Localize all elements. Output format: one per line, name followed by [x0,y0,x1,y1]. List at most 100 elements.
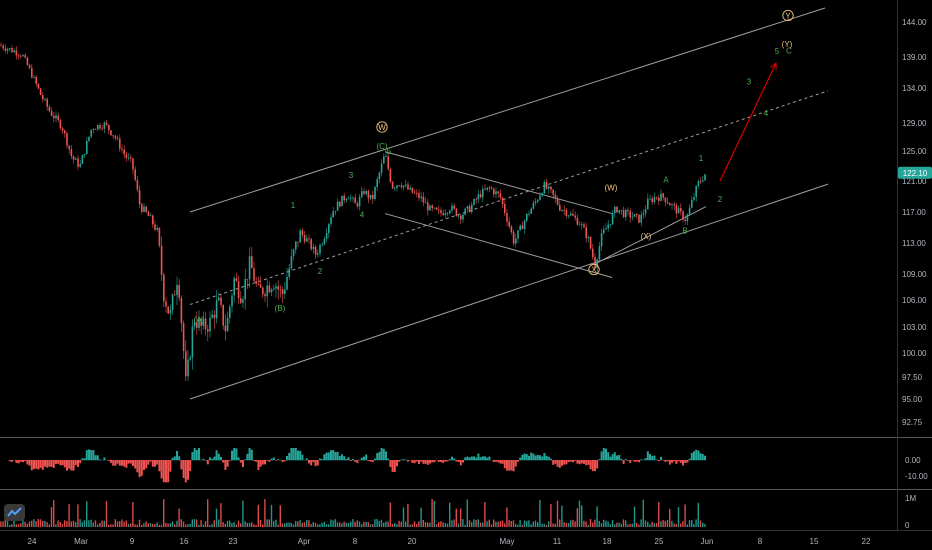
oscillator-bar [576,460,579,464]
volume-bar [490,524,493,527]
candle-body [644,209,647,214]
candle-body [521,225,524,230]
volume-bar [147,523,149,527]
candle-body [394,187,396,189]
oscillator-bar [655,459,658,461]
oscillator-bar [668,460,671,465]
oscillator-bar [259,460,262,467]
candle-body [143,206,145,212]
volume-bar [451,520,453,527]
candle-body [504,203,506,214]
candle-body [264,294,266,297]
candle-body [178,284,180,298]
oscillator-bar [437,460,440,462]
oscillator-bar [266,460,269,461]
volume-bar [576,508,578,527]
candle-body [345,198,348,201]
candle-body [532,202,535,209]
candle-body [9,48,11,49]
volume-bar [424,522,427,527]
volume-bar [70,521,72,527]
candle-body [92,128,95,130]
volume-bar [658,502,660,527]
candle-body [409,187,411,190]
oscillator-bar [451,456,453,461]
oscillator-bar [88,449,90,461]
candle-body [552,189,554,195]
candle-body [548,186,550,189]
oscillator-bar [290,448,293,461]
candle-body [341,195,343,207]
volume-bar [466,499,468,527]
candle-body [565,210,568,217]
oscillator-bar [334,452,337,461]
oscillator-bar [646,451,649,461]
oscillator-bar [457,460,460,463]
candle-body [224,325,227,332]
oscillator-bar [316,460,319,466]
candle-body [534,201,537,203]
oscillator-bar [402,459,405,461]
candle-body [88,136,90,142]
candle-body [11,48,13,53]
candle-body [70,149,73,157]
oscillator-bar [312,460,315,463]
oscillator-bar [39,460,42,468]
volume-bar [396,524,398,527]
volume-bar [347,522,350,527]
volume-tick: 0 [905,521,910,530]
oscillator-bar [624,459,627,461]
oscillator-bar [642,459,645,461]
candle-body [673,204,675,206]
time-tick: 20 [408,537,417,546]
volume-bar [567,522,570,527]
candle-body [680,208,682,212]
volume-bar [325,524,328,527]
oscillator-bar [156,460,159,465]
volume-bar [75,522,77,527]
candle-body [627,209,629,212]
oscillator-bar [189,460,192,472]
oscillator-bar [184,460,187,483]
candle-body [609,224,612,225]
volume-bar [57,520,59,527]
candle-body [59,119,62,129]
volume-bar [618,522,620,527]
candle-body [477,194,480,200]
volume-bar [119,521,121,527]
volume-bar [561,505,563,527]
volume-bar [429,522,431,527]
oscillator-bar [693,451,695,461]
oscillator-bar [596,460,599,469]
volume-bar [341,523,343,527]
price-tick: 139.00 [902,53,927,62]
volume-bar [378,520,380,527]
oscillator-bar [565,460,568,465]
volume-bar [365,521,367,527]
volume-bar [594,519,596,527]
candle-body [231,295,233,307]
price-axis[interactable]: 144.00 139.00 134.00 129.00 125.00 121.00 117.… [902,18,927,427]
candle-body [486,187,488,190]
candle-body [68,145,70,150]
oscillator-bar [8,460,11,462]
volume-bar [420,507,422,527]
oscillator-bar [442,460,445,463]
time-tick: 22 [862,537,871,546]
candle-body [666,202,669,204]
logo-icon[interactable] [4,504,25,521]
oscillator-bar [154,460,156,467]
oscillator-bar [151,460,154,467]
volume-bar [455,508,457,527]
candle-body [125,154,128,158]
price-tick: 97.50 [902,373,923,382]
candle-body [123,149,125,155]
oscillator-bar [501,460,504,464]
oscillator-bar [682,460,684,466]
volume-bar [295,521,297,527]
oscillator-bar [503,460,506,469]
time-axis[interactable]: 24 Mar 9 16 23 Apr 8 20 May 11 18 25 Jun 8 15 22 [28,537,871,546]
candle-body [515,238,517,244]
volume-bar [539,499,541,527]
